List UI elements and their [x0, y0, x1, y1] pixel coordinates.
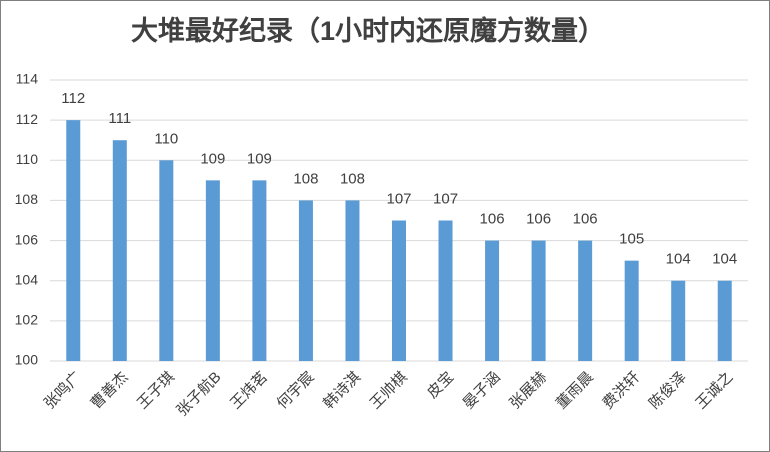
bar [717, 280, 732, 361]
y-tick-label: 112 [16, 111, 39, 127]
bar [531, 240, 546, 361]
data-label: 106 [480, 211, 505, 228]
bar [578, 240, 593, 361]
bar [671, 280, 686, 361]
data-label: 106 [526, 211, 551, 228]
bar [205, 180, 220, 361]
data-label: 108 [340, 170, 365, 187]
data-label: 109 [247, 150, 272, 167]
y-tick-label: 110 [16, 151, 39, 167]
bar [392, 220, 406, 361]
data-label: 107 [433, 190, 458, 207]
bar [345, 200, 360, 361]
data-label: 104 [712, 251, 737, 268]
data-label: 112 [61, 90, 85, 107]
data-label: 106 [573, 211, 598, 228]
data-label: 111 [108, 110, 131, 127]
data-label: 110 [154, 130, 178, 147]
data-label: 105 [619, 231, 644, 248]
y-tick-label: 114 [16, 71, 39, 87]
y-tick-label: 100 [15, 352, 39, 368]
data-label: 109 [200, 150, 225, 167]
data-label: 104 [666, 251, 691, 268]
data-label: 108 [293, 170, 318, 187]
bar [252, 180, 267, 361]
chart-title: 大堆最好纪录（1小时内还原魔方数量） [131, 15, 605, 46]
y-tick-label: 106 [15, 231, 39, 247]
data-label: 107 [386, 190, 411, 207]
bar [438, 220, 453, 361]
bar [159, 160, 174, 361]
bar [298, 200, 313, 361]
bar [66, 120, 81, 362]
bar [112, 140, 127, 361]
bar [624, 260, 639, 361]
y-tick-label: 108 [15, 191, 39, 207]
y-tick-label: 102 [15, 312, 39, 328]
bar [485, 240, 500, 361]
y-tick-label: 104 [15, 271, 39, 287]
